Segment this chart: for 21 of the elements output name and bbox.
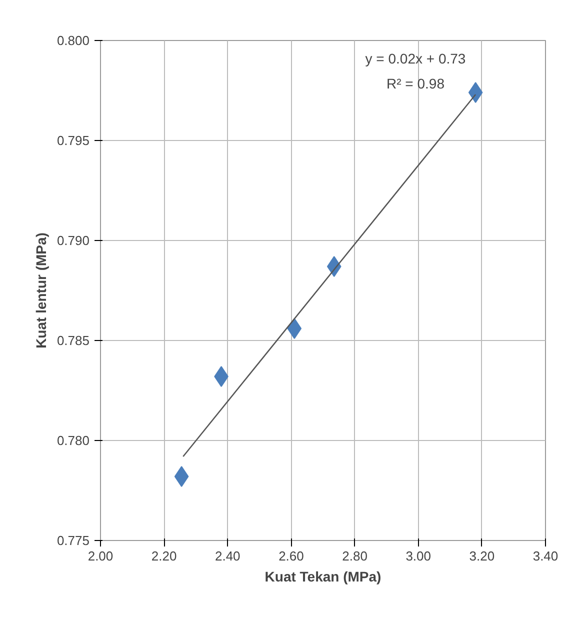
x-tick-label: 3.40 (532, 548, 558, 564)
y-tick-label: 0.785 (56, 333, 90, 348)
y-tick-label: 0.780 (56, 433, 90, 448)
x-tick-label: 3.00 (406, 548, 432, 564)
x-tick-label: 2.20 (151, 548, 177, 564)
y-tick-label: 0.775 (56, 533, 90, 548)
x-tick-label: 2.40 (214, 548, 240, 564)
x-tick-label: 2.60 (278, 548, 304, 564)
y-tick-label: 0.800 (56, 33, 90, 48)
x-axis-title: Kuat Tekan (MPa) (264, 568, 382, 584)
point (287, 318, 302, 339)
y-tick-label: 0.790 (56, 233, 90, 248)
y-axis-title: Kuat lentur (MPa) (32, 232, 49, 348)
x-tick-label: 2.80 (342, 548, 368, 564)
x-tick-label: 2.00 (88, 548, 114, 564)
point (468, 82, 483, 103)
annotation: y = 0.02x + 0.73 (365, 50, 466, 66)
point (174, 466, 189, 487)
y-tick-label: 0.795 (56, 133, 90, 148)
x-tick-label: 3.20 (469, 548, 495, 564)
annotation: R² = 0.98 (386, 76, 445, 92)
